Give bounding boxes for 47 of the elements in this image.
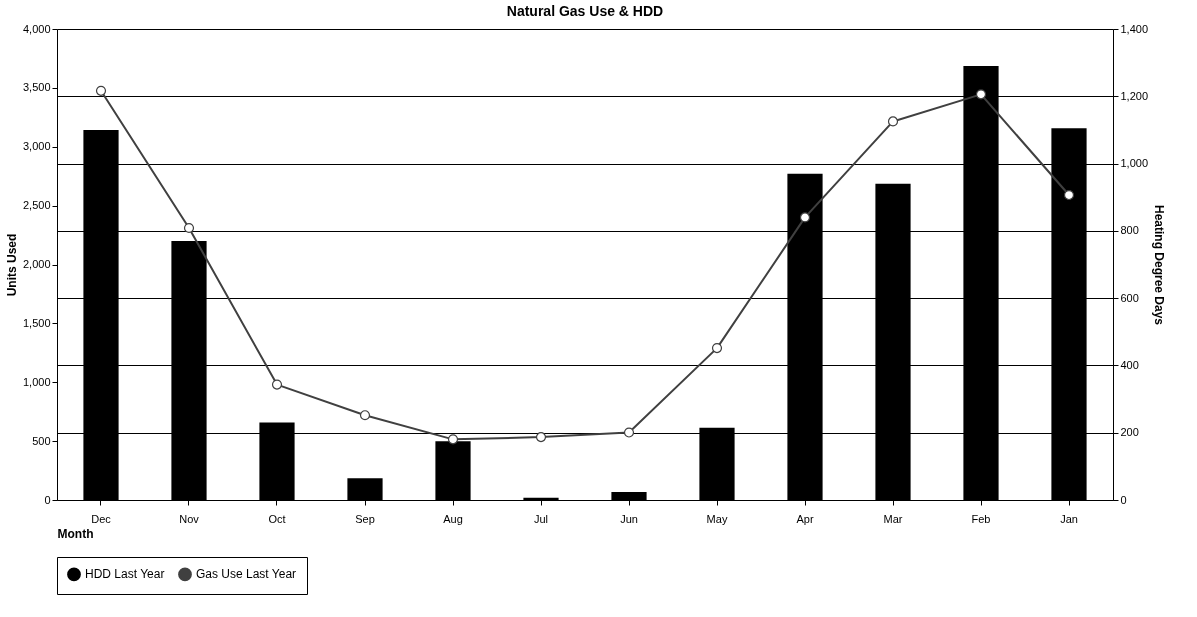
y2-tick-label: 1,000 (1120, 157, 1149, 170)
y-tick-label: 2,500 (22, 199, 51, 212)
point (711, 343, 723, 354)
y-tick-label: 500 (32, 434, 51, 447)
y2-tick-label: 400 (1120, 358, 1139, 371)
y-axis-title: Units Used (4, 233, 19, 297)
y2-tick-label: 0 (1120, 493, 1127, 506)
y2-axis-title: Heating Degree Days (1152, 204, 1167, 326)
chart-title: Natural Gas Use & HDD (506, 3, 664, 19)
y2-tick-label: 800 (1120, 224, 1139, 237)
point (271, 379, 283, 390)
x-tick-label: Mar (883, 512, 903, 525)
x-tick-label: Dec (91, 512, 112, 525)
x-tick-label: Sep (355, 512, 375, 525)
y-tick-label: 4,000 (22, 22, 51, 35)
y2-tick-label: 1,200 (1120, 89, 1149, 102)
point (183, 222, 195, 234)
point (447, 434, 459, 445)
point (623, 427, 635, 438)
x-tick-label: Jul (533, 512, 549, 525)
y-tick-label: 2,000 (22, 258, 51, 270)
point (975, 89, 987, 100)
point (95, 85, 107, 96)
y2-tick-label: 200 (1120, 426, 1139, 439)
x-tick-label: Feb (971, 512, 991, 525)
point (799, 212, 811, 223)
y2-tick-label: 1,400 (1120, 22, 1149, 35)
y-tick-label: 1,000 (22, 375, 51, 388)
point (535, 432, 547, 443)
point (359, 410, 371, 421)
y2-tick-label: 600 (1120, 291, 1139, 304)
y-tick-label: 1,500 (22, 316, 51, 329)
x-tick-label: May (706, 512, 728, 525)
legend-label: Gas Use Last Year (196, 567, 297, 582)
x-axis-title: Month (57, 526, 94, 541)
legend-label: HDD Last Year (85, 567, 165, 582)
x-tick-label: Aug (443, 512, 463, 525)
point (887, 116, 899, 127)
x-tick-label: Jan (1060, 512, 1078, 525)
y-tick-label: 3,000 (22, 140, 51, 153)
x-tick-label: Apr (796, 512, 814, 525)
y-tick-label: 0 (44, 493, 51, 506)
x-tick-label: Oct (268, 512, 286, 525)
y-tick-label: 3,500 (22, 81, 51, 94)
x-tick-label: Nov (179, 512, 200, 525)
point (1063, 189, 1075, 201)
x-tick-label: Jun (620, 512, 638, 525)
